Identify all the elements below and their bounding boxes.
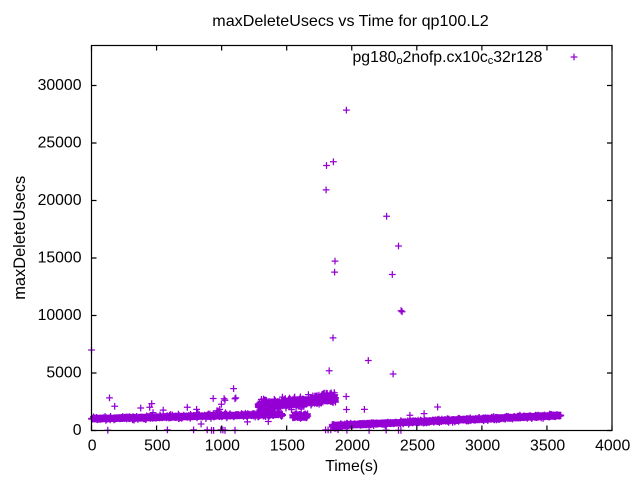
svg-text:30000: 30000: [38, 77, 82, 94]
svg-text:15000: 15000: [38, 250, 82, 267]
svg-text:3500: 3500: [530, 438, 565, 455]
svg-text:1500: 1500: [270, 438, 305, 455]
svg-text:4000: 4000: [595, 438, 630, 455]
svg-text:25000: 25000: [38, 135, 82, 152]
svg-text:1000: 1000: [205, 438, 240, 455]
svg-text:maxDeleteUsecs vs Time for qp1: maxDeleteUsecs vs Time for qp100.L2: [212, 12, 488, 30]
svg-text:500: 500: [144, 438, 171, 455]
svg-text:0: 0: [88, 438, 97, 455]
svg-text:20000: 20000: [38, 192, 82, 209]
svg-text:2500: 2500: [400, 438, 435, 455]
svg-text:Time(s): Time(s): [325, 458, 378, 475]
svg-text:maxDeleteUsecs: maxDeleteUsecs: [11, 176, 29, 300]
svg-text:5000: 5000: [46, 365, 81, 382]
svg-text:10000: 10000: [38, 307, 82, 324]
svg-text:pg180o2nofp.cx10cc32r128: pg180o2nofp.cx10cc32r128: [353, 49, 543, 67]
svg-text:2000: 2000: [335, 438, 370, 455]
svg-text:0: 0: [73, 422, 82, 439]
svg-text:3000: 3000: [465, 438, 500, 455]
